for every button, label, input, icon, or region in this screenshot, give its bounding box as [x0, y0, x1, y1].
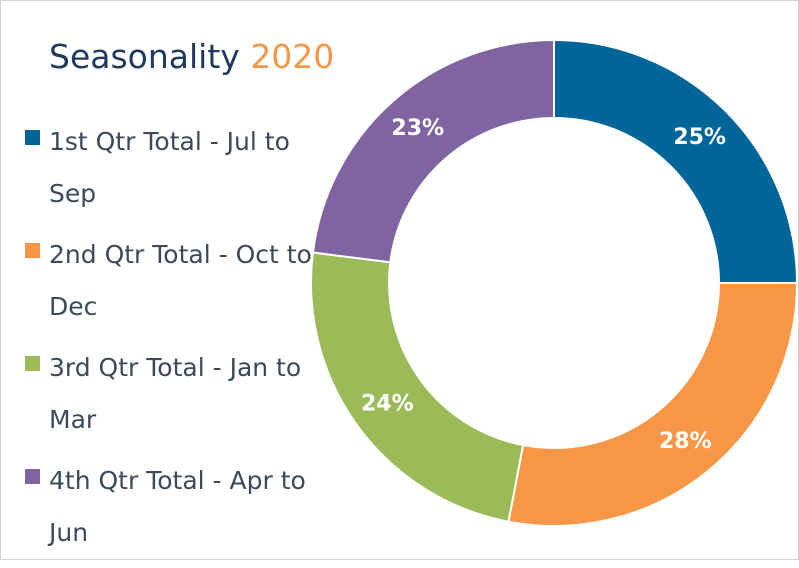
- donut-slice-q4: [311, 38, 555, 264]
- data-label-q2: 28%: [659, 429, 712, 454]
- legend-item-q3: 3rd Qtr Total - Jan to Mar: [23, 342, 313, 455]
- donut-slice-q2: [507, 282, 799, 527]
- data-label-q3: 24%: [361, 392, 414, 417]
- legend-label: 1st Qtr Total - Jul to Sep: [49, 127, 290, 208]
- chart-title-year: 2020: [250, 37, 335, 76]
- legend-swatch: [25, 469, 40, 484]
- legend-swatch: [25, 130, 40, 145]
- legend-label: 2nd Qtr Total - Oct to Dec: [49, 240, 312, 321]
- donut-slice-q1: [553, 38, 799, 284]
- legend-item-q2: 2nd Qtr Total - Oct to Dec: [23, 229, 313, 342]
- legend-item-q1: 1st Qtr Total - Jul to Sep: [23, 116, 313, 229]
- legend-item-q4: 4th Qtr Total - Apr to Jun: [23, 455, 313, 568]
- donut-slice-q3: [310, 251, 525, 523]
- legend-swatch: [25, 243, 40, 258]
- chart-title: Seasonality 2020: [49, 37, 334, 76]
- data-label-q1: 25%: [673, 125, 726, 150]
- chart-legend: 1st Qtr Total - Jul to Sep 2nd Qtr Total…: [23, 116, 313, 568]
- legend-label: 4th Qtr Total - Apr to Jun: [49, 466, 306, 547]
- legend-label: 3rd Qtr Total - Jan to Mar: [49, 353, 302, 434]
- chart-title-text: Seasonality: [49, 37, 240, 76]
- donut-chart: 25% 28% 24% 23%: [310, 38, 799, 527]
- data-label-q4: 23%: [391, 116, 444, 141]
- legend-swatch: [25, 356, 40, 371]
